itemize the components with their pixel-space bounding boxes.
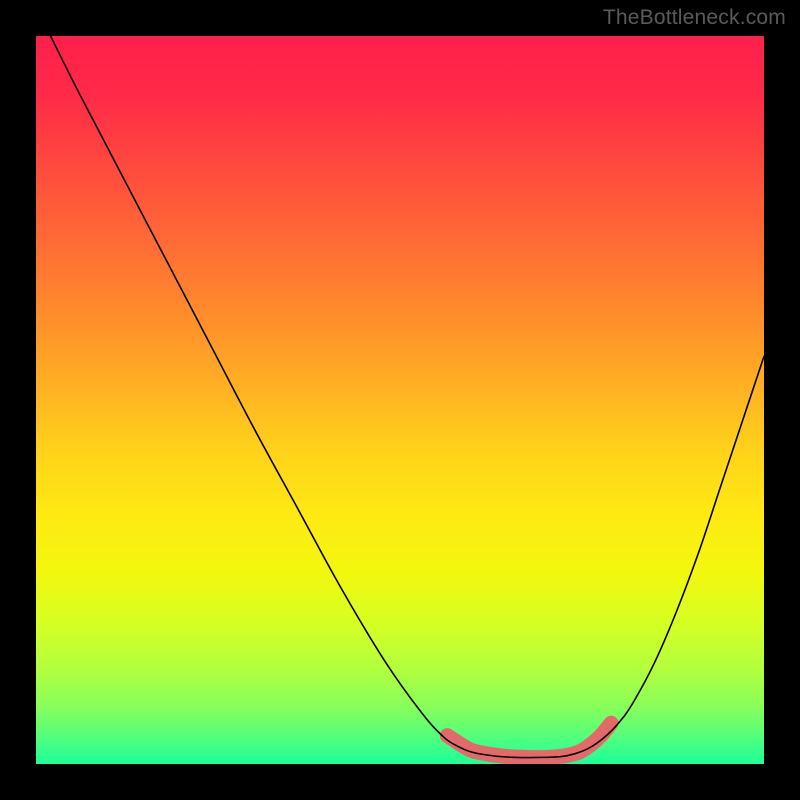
chart-plot-area	[36, 36, 764, 764]
watermark-text: TheBottleneck.com	[603, 6, 786, 30]
bottleneck-curve-chart	[36, 36, 764, 764]
chart-background	[36, 36, 764, 764]
